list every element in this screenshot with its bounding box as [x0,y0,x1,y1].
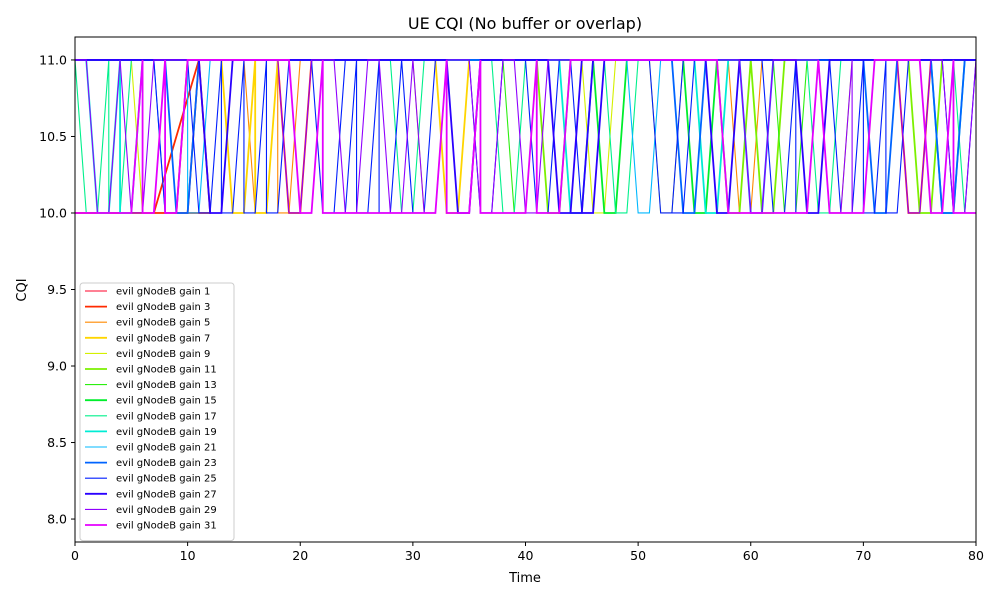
legend-frame [79,282,235,542]
x-tick-label: 10 [180,548,196,563]
series-group [74,59,977,214]
x-tick-label: 0 [71,548,79,563]
legend-entry-label: evil gNodeB gain 21 [116,443,217,454]
legend-entry-label: evil gNodeB gain 3 [116,302,210,313]
y-tick-label: 9.0 [47,359,67,374]
legend-entry-label: evil gNodeB gain 27 [116,489,217,500]
legend-entry-label: evil gNodeB gain 15 [116,396,217,407]
legend: evil gNodeB gain 1 evil gNodeB gain 3 evil… [79,282,235,542]
y-tick-label: 10.0 [39,205,67,220]
legend-entry-label: evil gNodeB gain 19 [116,427,217,438]
y-tick-label: 8.0 [47,512,67,527]
y-tick-label: 8.5 [47,435,67,450]
x-tick-label: 40 [518,548,534,563]
x-tick-label: 60 [743,548,759,563]
y-tick-label: 11.0 [39,52,67,67]
legend-entry-label: evil gNodeB gain 7 [116,333,210,344]
series-line-16 [75,59,976,214]
legend-entry-label: evil gNodeB gain 11 [116,365,217,376]
x-axis-label: Time [508,571,541,586]
chart-title: UE CQI (No buffer or overlap) [408,14,642,33]
x-tick-label: 80 [968,548,984,563]
x-tick-label: 70 [855,548,871,563]
legend-entry-label: evil gNodeB gain 5 [116,318,210,329]
legend-entry-label: evil gNodeB gain 13 [116,380,217,391]
legend-entry-label: evil gNodeB gain 9 [116,349,210,360]
y-axis-label: CQI [15,278,30,301]
y-tick-label: 9.5 [47,282,67,297]
legend-entry-label: evil gNodeB gain 29 [116,505,217,516]
legend-entry-label: evil gNodeB gain 23 [116,458,217,469]
y-axis: 8.0 8.5 9.0 9.5 10.0 10.5 11.0 [39,52,75,527]
x-tick-label: 50 [630,548,646,563]
x-tick-label: 20 [292,548,308,563]
y-tick-label: 10.5 [39,129,67,144]
x-tick-label: 30 [405,548,421,563]
legend-entry-label: evil gNodeB gain 17 [116,411,217,422]
legend-entry-label: evil gNodeB gain 25 [116,474,217,485]
x-axis: 0 10 20 30 40 50 60 70 80 [71,542,984,563]
series-line-14 [75,59,976,214]
legend-entry-label: evil gNodeB gain 1 [116,287,210,298]
legend-entry-label: evil gNodeB gain 31 [116,521,217,532]
